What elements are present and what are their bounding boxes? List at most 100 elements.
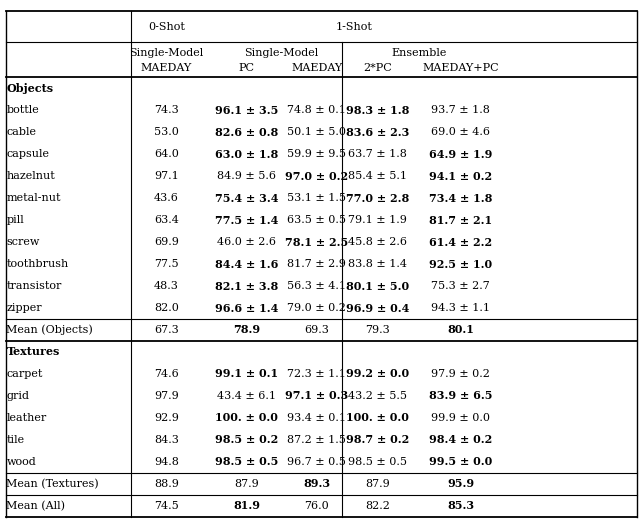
Text: 69.9: 69.9 bbox=[154, 237, 179, 247]
Text: capsule: capsule bbox=[6, 149, 49, 159]
Text: 83.8 ± 1.4: 83.8 ± 1.4 bbox=[348, 259, 407, 269]
Text: 0-Shot: 0-Shot bbox=[148, 21, 185, 32]
Text: 97.9 ± 0.2: 97.9 ± 0.2 bbox=[431, 369, 490, 379]
Text: 93.4 ± 0.1: 93.4 ± 0.1 bbox=[287, 413, 346, 423]
Text: 94.3 ± 1.1: 94.3 ± 1.1 bbox=[431, 303, 490, 313]
Text: 80.1 ± 5.0: 80.1 ± 5.0 bbox=[346, 280, 409, 291]
Text: 67.3: 67.3 bbox=[154, 325, 179, 335]
Text: 97.1 ± 0.3: 97.1 ± 0.3 bbox=[285, 390, 348, 401]
Text: 96.7 ± 0.5: 96.7 ± 0.5 bbox=[287, 457, 346, 467]
Text: PC: PC bbox=[239, 63, 255, 74]
Text: 74.3: 74.3 bbox=[154, 105, 179, 115]
Text: leather: leather bbox=[6, 413, 47, 423]
Text: 75.4 ± 3.4: 75.4 ± 3.4 bbox=[214, 193, 278, 204]
Text: 81.9: 81.9 bbox=[233, 500, 260, 511]
Text: 46.0 ± 2.6: 46.0 ± 2.6 bbox=[217, 237, 276, 247]
Text: 83.6 ± 2.3: 83.6 ± 2.3 bbox=[346, 127, 410, 138]
Text: 80.1: 80.1 bbox=[447, 325, 474, 336]
Text: hazelnut: hazelnut bbox=[6, 171, 55, 181]
Text: bottle: bottle bbox=[6, 105, 39, 115]
Text: 97.1: 97.1 bbox=[154, 171, 179, 181]
Text: 63.4: 63.4 bbox=[154, 215, 179, 225]
Text: 81.7 ± 2.1: 81.7 ± 2.1 bbox=[429, 215, 492, 226]
Text: 64.0: 64.0 bbox=[154, 149, 179, 159]
Text: 85.4 ± 5.1: 85.4 ± 5.1 bbox=[348, 171, 407, 181]
Text: 53.1 ± 1.5: 53.1 ± 1.5 bbox=[287, 193, 346, 203]
Text: 85.3: 85.3 bbox=[447, 500, 474, 511]
Text: 43.4 ± 6.1: 43.4 ± 6.1 bbox=[217, 391, 276, 401]
Text: 63.0 ± 1.8: 63.0 ± 1.8 bbox=[215, 149, 278, 160]
Text: 87.2 ± 1.5: 87.2 ± 1.5 bbox=[287, 435, 346, 445]
Text: 79.0 ± 0.2: 79.0 ± 0.2 bbox=[287, 303, 346, 313]
Text: 98.5 ± 0.5: 98.5 ± 0.5 bbox=[214, 456, 278, 467]
Text: 97.0 ± 0.2: 97.0 ± 0.2 bbox=[285, 171, 348, 182]
Text: 69.0 ± 4.6: 69.0 ± 4.6 bbox=[431, 127, 490, 137]
Text: Ensemble: Ensemble bbox=[392, 48, 447, 58]
Text: Single-Model: Single-Model bbox=[129, 48, 204, 58]
Text: 74.6: 74.6 bbox=[154, 369, 179, 379]
Text: metal-nut: metal-nut bbox=[6, 193, 61, 203]
Text: 98.5 ± 0.5: 98.5 ± 0.5 bbox=[348, 457, 407, 467]
Text: 82.1 ± 3.8: 82.1 ± 3.8 bbox=[215, 280, 278, 291]
Text: 74.8 ± 0.1: 74.8 ± 0.1 bbox=[287, 105, 346, 115]
Text: 98.3 ± 1.8: 98.3 ± 1.8 bbox=[346, 105, 410, 116]
Text: 72.3 ± 1.1: 72.3 ± 1.1 bbox=[287, 369, 346, 379]
Text: 43.6: 43.6 bbox=[154, 193, 179, 203]
Text: 100. ± 0.0: 100. ± 0.0 bbox=[346, 412, 409, 423]
Text: 64.9 ± 1.9: 64.9 ± 1.9 bbox=[429, 149, 493, 160]
Text: grid: grid bbox=[6, 391, 29, 401]
Text: 78.1 ± 2.5: 78.1 ± 2.5 bbox=[285, 236, 348, 247]
Text: 79.1 ± 1.9: 79.1 ± 1.9 bbox=[348, 215, 407, 225]
Text: 100. ± 0.0: 100. ± 0.0 bbox=[215, 412, 278, 423]
Text: Mean (Objects): Mean (Objects) bbox=[6, 325, 93, 335]
Text: 82.0: 82.0 bbox=[154, 303, 179, 313]
Text: 82.2: 82.2 bbox=[365, 501, 390, 511]
Text: 74.5: 74.5 bbox=[154, 501, 179, 511]
Text: pill: pill bbox=[6, 215, 24, 225]
Text: 96.6 ± 1.4: 96.6 ± 1.4 bbox=[214, 303, 278, 314]
Text: transistor: transistor bbox=[6, 281, 62, 291]
Text: 77.5: 77.5 bbox=[154, 259, 179, 269]
Text: 97.9: 97.9 bbox=[154, 391, 179, 401]
Text: toothbrush: toothbrush bbox=[6, 259, 68, 269]
Text: wood: wood bbox=[6, 457, 36, 467]
Text: MAEDAY+PC: MAEDAY+PC bbox=[422, 63, 499, 74]
Text: 63.5 ± 0.5: 63.5 ± 0.5 bbox=[287, 215, 346, 225]
Text: 81.7 ± 2.9: 81.7 ± 2.9 bbox=[287, 259, 346, 269]
Text: 61.4 ± 2.2: 61.4 ± 2.2 bbox=[429, 236, 492, 247]
Text: 69.3: 69.3 bbox=[305, 325, 329, 335]
Text: 84.3: 84.3 bbox=[154, 435, 179, 445]
Text: 78.9: 78.9 bbox=[233, 325, 260, 336]
Text: 83.9 ± 6.5: 83.9 ± 6.5 bbox=[429, 390, 493, 401]
Text: screw: screw bbox=[6, 237, 40, 247]
Text: 75.3 ± 2.7: 75.3 ± 2.7 bbox=[431, 281, 490, 291]
Text: 45.8 ± 2.6: 45.8 ± 2.6 bbox=[348, 237, 407, 247]
Text: Objects: Objects bbox=[6, 83, 54, 94]
Text: 87.9: 87.9 bbox=[234, 479, 259, 489]
Text: 98.4 ± 0.2: 98.4 ± 0.2 bbox=[429, 434, 492, 445]
Text: 99.5 ± 0.0: 99.5 ± 0.0 bbox=[429, 456, 492, 467]
Text: 99.9 ± 0.0: 99.9 ± 0.0 bbox=[431, 413, 490, 423]
Text: 79.3: 79.3 bbox=[365, 325, 390, 335]
Text: 98.5 ± 0.2: 98.5 ± 0.2 bbox=[215, 434, 278, 445]
Text: 92.9: 92.9 bbox=[154, 413, 179, 423]
Text: 59.9 ± 9.5: 59.9 ± 9.5 bbox=[287, 149, 346, 159]
Text: Mean (All): Mean (All) bbox=[6, 501, 65, 511]
Text: 63.7 ± 1.8: 63.7 ± 1.8 bbox=[348, 149, 407, 159]
Text: 99.1 ± 0.1: 99.1 ± 0.1 bbox=[215, 369, 278, 379]
Text: Textures: Textures bbox=[6, 347, 60, 358]
Text: 77.0 ± 2.8: 77.0 ± 2.8 bbox=[346, 193, 409, 204]
Text: 77.5 ± 1.4: 77.5 ± 1.4 bbox=[214, 215, 278, 226]
Text: 88.9: 88.9 bbox=[154, 479, 179, 489]
Text: Single-Model: Single-Model bbox=[244, 48, 319, 58]
Text: 56.3 ± 4.1: 56.3 ± 4.1 bbox=[287, 281, 346, 291]
Text: zipper: zipper bbox=[6, 303, 42, 313]
Text: 82.6 ± 0.8: 82.6 ± 0.8 bbox=[215, 127, 278, 138]
Text: MAEDAY: MAEDAY bbox=[291, 63, 342, 74]
Text: 92.5 ± 1.0: 92.5 ± 1.0 bbox=[429, 258, 492, 269]
Text: 94.1 ± 0.2: 94.1 ± 0.2 bbox=[429, 171, 492, 182]
Text: 89.3: 89.3 bbox=[303, 478, 330, 489]
Text: Mean (Textures): Mean (Textures) bbox=[6, 479, 99, 489]
Text: 96.9 ± 0.4: 96.9 ± 0.4 bbox=[346, 303, 410, 314]
Text: carpet: carpet bbox=[6, 369, 43, 379]
